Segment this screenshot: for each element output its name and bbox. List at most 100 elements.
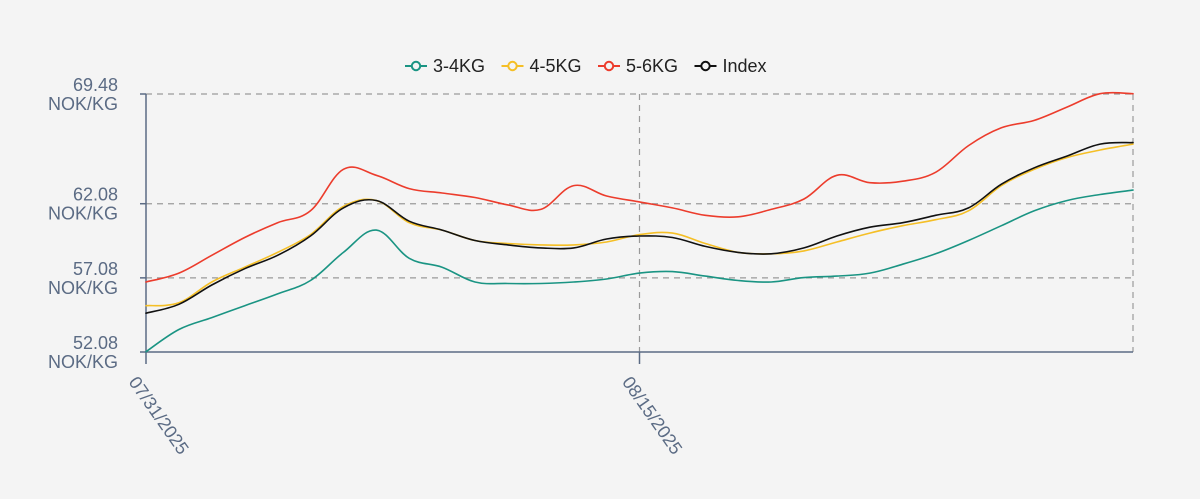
data-point-5-6kg	[998, 125, 1004, 131]
data-point-4-5kg	[143, 303, 149, 309]
axes	[140, 93, 1133, 364]
data-point-3-4kg	[242, 303, 248, 309]
data-point-3-4kg	[966, 238, 972, 244]
y-tick-value: 57.08	[73, 259, 118, 279]
y-tick-label: 57.08 NOK/KG	[48, 259, 118, 298]
data-point-4-5kg	[867, 230, 873, 236]
series-4-5kg	[143, 143, 1134, 309]
data-point-index	[308, 233, 314, 239]
data-point-5-6kg	[735, 214, 741, 220]
x-tick-label: 08/15/2025	[618, 373, 686, 458]
data-point-5-6kg	[472, 195, 478, 201]
data-point-index	[604, 236, 610, 242]
data-point-3-4kg	[472, 279, 478, 285]
y-tick-unit: NOK/KG	[48, 278, 118, 298]
data-point-index	[900, 220, 906, 226]
data-point-5-6kg	[373, 172, 379, 178]
series-line-index	[145, 141, 1134, 314]
data-point-index	[340, 205, 346, 211]
data-point-3-4kg	[505, 281, 511, 287]
y-tick-value: 52.08	[73, 333, 118, 353]
data-point-3-4kg	[900, 261, 906, 267]
data-point-3-4kg	[867, 270, 873, 276]
data-point-3-4kg	[702, 273, 708, 279]
data-point-4-5kg	[1097, 147, 1103, 153]
data-point-index	[1097, 141, 1103, 147]
data-point-index	[538, 245, 544, 251]
y-tick-value: 69.48	[73, 75, 118, 95]
legend-item-index[interactable]: Index	[694, 56, 767, 76]
data-point-3-4kg	[538, 281, 544, 287]
data-point-3-4kg	[340, 249, 346, 255]
series-line-4-5kg	[145, 143, 1134, 307]
data-point-5-6kg	[801, 196, 807, 202]
legend-label: 5-6KG	[626, 56, 678, 76]
data-point-index	[275, 252, 281, 258]
data-point-index	[768, 251, 774, 257]
data-point-index	[505, 242, 511, 248]
data-point-index	[801, 245, 807, 251]
legend-label: 3-4KG	[433, 56, 485, 76]
y-tick-unit: NOK/KG	[48, 352, 118, 372]
data-point-5-6kg	[834, 172, 840, 178]
data-point-3-4kg	[439, 264, 445, 270]
data-point-3-4kg	[406, 255, 412, 261]
legend-item-4-5kg[interactable]: 4-5KG	[501, 56, 582, 76]
data-point-index	[406, 218, 412, 224]
data-point-4-5kg	[834, 239, 840, 245]
data-point-5-6kg	[505, 202, 511, 208]
legend-item-5-6kg[interactable]: 5-6KG	[598, 56, 678, 76]
legend-marker	[603, 60, 615, 72]
data-point-5-6kg	[867, 180, 873, 186]
data-point-3-4kg	[1130, 187, 1136, 193]
data-point-5-6kg	[966, 143, 972, 149]
data-point-3-4kg	[373, 227, 379, 233]
data-point-5-6kg	[1130, 91, 1136, 97]
data-point-index	[669, 235, 675, 241]
data-point-index	[1031, 165, 1037, 171]
data-point-index	[735, 249, 741, 255]
series-index	[143, 141, 1134, 316]
data-point-3-4kg	[998, 223, 1004, 229]
data-point-index	[143, 310, 149, 316]
data-point-5-6kg	[933, 169, 939, 175]
data-point-5-6kg	[242, 235, 248, 241]
data-point-5-6kg	[176, 270, 182, 276]
data-point-3-4kg	[143, 349, 149, 355]
series-3-4kg	[143, 187, 1136, 355]
data-point-5-6kg	[604, 193, 610, 199]
data-point-index	[702, 243, 708, 249]
series-5-6kg	[143, 91, 1136, 285]
legend-marker	[507, 60, 518, 72]
data-point-index	[998, 181, 1004, 187]
x-tick-label: 07/31/2025	[125, 373, 193, 458]
data-point-3-4kg	[308, 278, 314, 284]
y-tick-value: 62.08	[73, 185, 118, 205]
data-point-5-6kg	[1097, 91, 1103, 97]
y-tick-unit: NOK/KG	[48, 94, 118, 114]
legend-label: Index	[723, 56, 767, 76]
data-point-5-6kg	[900, 178, 906, 184]
data-point-5-6kg	[308, 208, 314, 214]
y-tick-label: 62.08 NOK/KG	[48, 185, 118, 224]
legend-label: 4-5KG	[530, 56, 582, 76]
data-point-3-4kg	[1031, 208, 1037, 214]
data-point-5-6kg	[143, 279, 149, 285]
y-tick-label: 69.48 NOK/KG	[48, 75, 118, 114]
series-line-5-6kg	[145, 91, 1134, 283]
data-point-3-4kg	[735, 278, 741, 284]
data-point-index	[209, 282, 215, 288]
legend: 3-4KG 4-5KG 5-6KG Index	[405, 56, 767, 76]
data-point-5-6kg	[669, 205, 675, 211]
data-point-5-6kg	[637, 199, 643, 205]
grid	[146, 93, 1134, 352]
data-point-5-6kg	[406, 186, 412, 192]
y-tick-label: 52.08 NOK/KG	[48, 333, 118, 372]
y-tick-unit: NOK/KG	[48, 204, 118, 224]
data-point-index	[571, 245, 577, 251]
legend-item-3-4kg[interactable]: 3-4KG	[405, 56, 485, 76]
data-point-index	[637, 233, 643, 239]
data-point-3-4kg	[275, 291, 281, 297]
